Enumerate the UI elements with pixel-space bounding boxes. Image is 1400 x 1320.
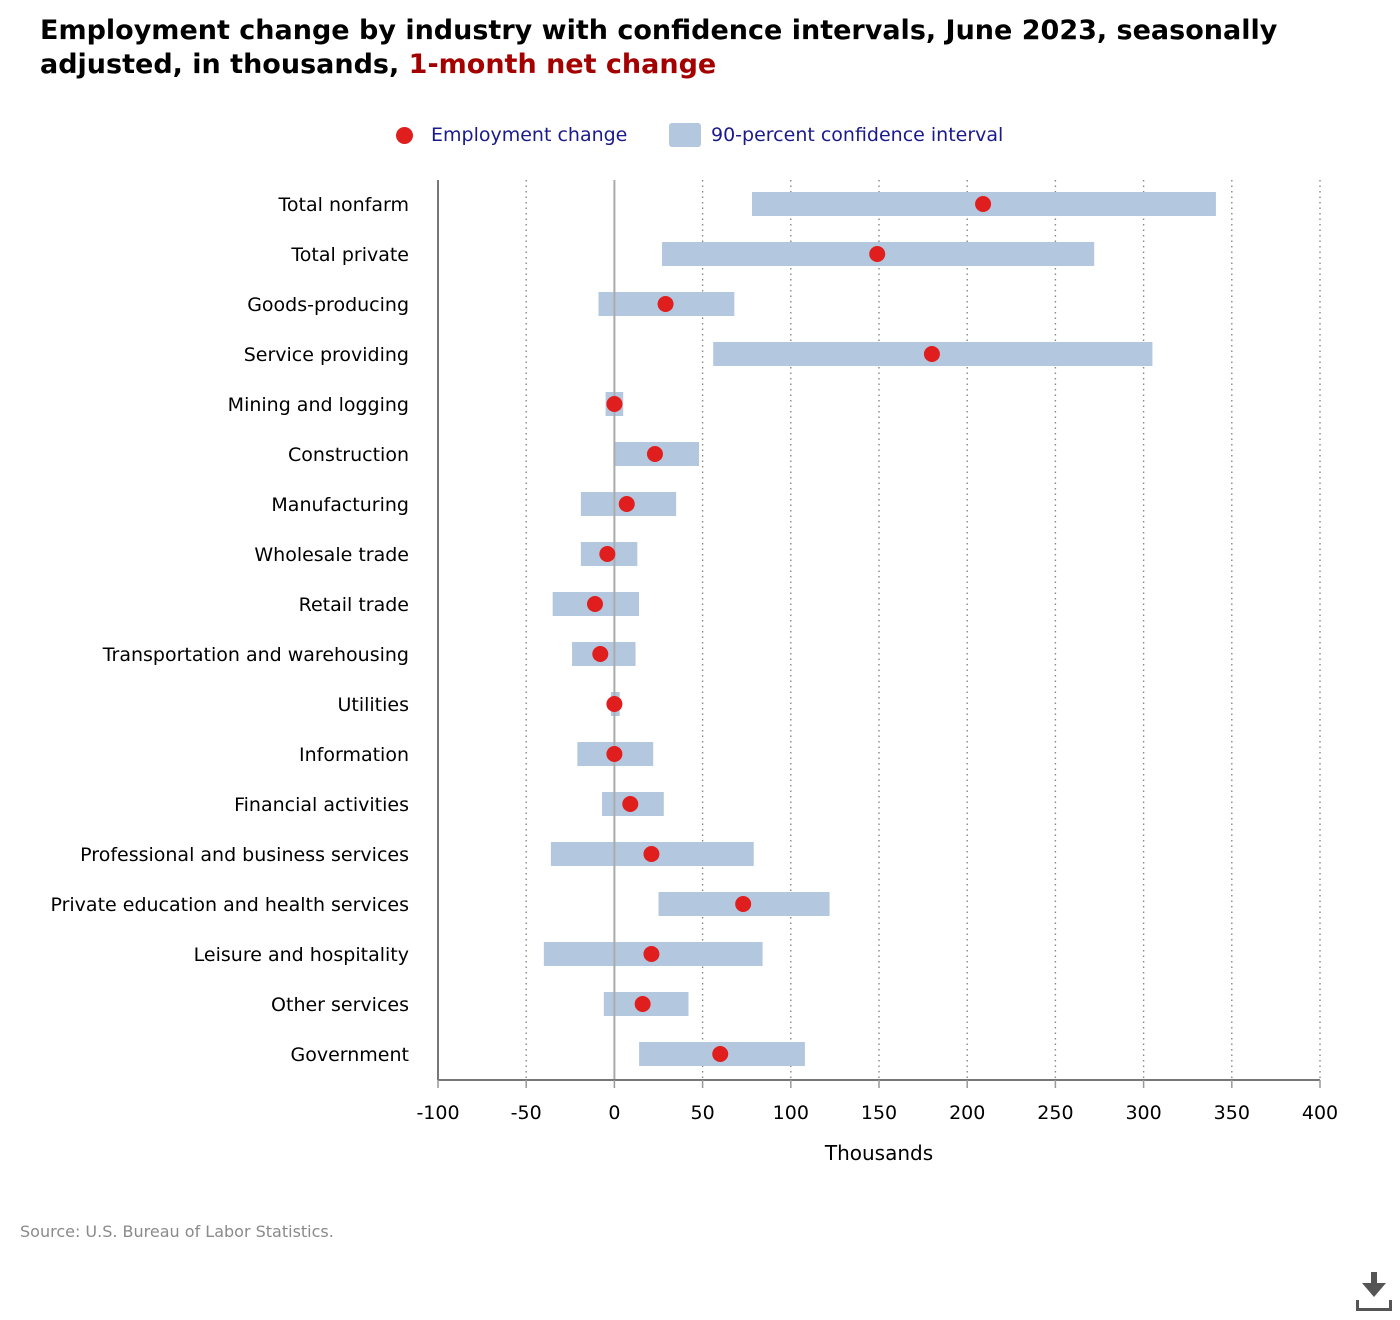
employment-change-point [634,996,651,1012]
category-label: Total nonfarm [278,194,409,216]
employment-change-point [923,346,940,362]
legend-box-marker [669,123,701,147]
category-label: Financial activities [234,794,409,816]
category-label: Wholesale trade [254,544,409,566]
employment-change-point [606,396,623,412]
category-label: Transportation and warehousing [102,644,409,666]
x-tick-label: 50 [691,1102,715,1124]
category-label: Goods-producing [247,294,409,316]
category-label: Professional and business services [80,844,409,866]
legend-dot-marker [396,126,413,144]
x-tick-label: 300 [1125,1102,1161,1124]
employment-change-point [735,896,752,912]
employment-change-point [599,546,616,562]
employment-change-point [643,946,660,962]
employment-change-point [622,796,639,812]
chart-title: Employment change by industry with confi… [40,14,1370,82]
category-label: Government [291,1044,410,1066]
employment-change-point [646,446,663,462]
category-label: Mining and logging [228,394,409,416]
category-label: Manufacturing [271,494,409,516]
chart-title-main: Employment change by industry with confi… [40,15,1278,80]
download-button[interactable] [1352,1270,1396,1314]
employment-change-point [606,746,623,762]
employment-change-point [643,846,660,862]
chart-title-highlight: 1-month net change [408,49,717,80]
chart-plot: -100 -50 0 50 100 150 200 250 300 350 400 Thousands… [50,180,1338,1165]
employment-change-point [618,496,635,512]
employment-change-point [712,1046,729,1062]
employment-change-point [975,196,992,212]
category-label: Service providing [244,344,409,366]
employment-change-point [869,246,886,262]
category-label: Retail trade [299,594,409,616]
x-tick-label: 400 [1302,1102,1338,1124]
category-label: Construction [288,444,409,466]
category-label: Private education and health services [50,894,409,916]
category-label: Leisure and hospitality [194,944,409,966]
legend-item-employment-change[interactable]: Employment change [396,118,627,152]
x-axis-title: Thousands [824,1141,933,1165]
x-tick-label: 0 [608,1102,620,1124]
x-tick-label: -50 [511,1102,542,1124]
employment-change-point [592,646,609,662]
download-icon [1356,1272,1392,1311]
x-tick-label: 100 [773,1102,809,1124]
x-tick-label: 250 [1037,1102,1073,1124]
employment-change-point [657,296,674,312]
chart-legend: Employment change 90-percent confidence … [0,118,1400,152]
legend-item-confidence-interval[interactable]: 90-percent confidence interval [669,118,1003,152]
x-tick-label: -100 [416,1102,459,1124]
source-note: Source: U.S. Bureau of Labor Statistics. [20,1222,334,1241]
category-label: Utilities [337,694,409,716]
x-tick-label: 350 [1214,1102,1250,1124]
employment-change-point [606,696,623,712]
category-label: Other services [271,994,409,1016]
category-label: Information [299,744,409,766]
x-tick-label: 150 [861,1102,897,1124]
category-label: Total private [290,244,409,266]
x-tick-label: 200 [949,1102,985,1124]
employment-change-point [586,596,603,612]
legend-label-employment-change: Employment change [431,124,628,146]
legend-label-confidence-interval: 90-percent confidence interval [711,124,1004,146]
